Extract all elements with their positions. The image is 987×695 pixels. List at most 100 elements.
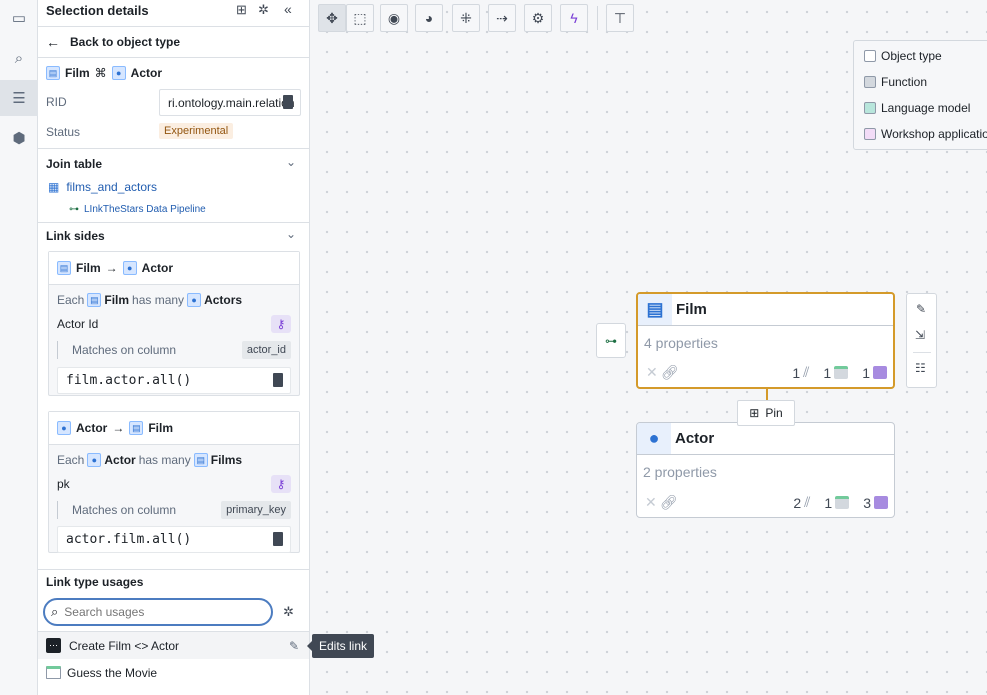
column-badge: actor_id [241, 341, 291, 359]
window-icon[interactable]: ▭ [11, 10, 27, 27]
graph-icon[interactable]: ✲ [258, 2, 269, 17]
pipeline-icon: ⊶ [69, 204, 79, 215]
link-side-card: ▤ Film → ● Actor Each ▤ Film has many ● Actors Ac… [48, 251, 300, 396]
actor-icon: ● [87, 453, 102, 467]
dataset-link[interactable]: ▦ films_and_actors [48, 180, 158, 194]
bolt-tool-button[interactable]: ϟ [560, 4, 588, 32]
copy-icon[interactable] [283, 95, 293, 109]
code-snippet[interactable]: film.actor.all() [57, 367, 291, 394]
film-icon: ▤ [46, 66, 60, 80]
link-icon: 🔗︎ [659, 494, 678, 510]
table-icon: ▦ [48, 180, 60, 194]
flow-tool-button[interactable]: ⇢ [488, 4, 516, 32]
app-icon [874, 496, 888, 509]
film-icon: ▤ [57, 261, 71, 275]
legend-swatch [864, 76, 876, 88]
legend-swatch [864, 50, 876, 62]
search-icon[interactable]: ⌕ [14, 49, 24, 67]
code-snippet[interactable]: actor.film.all() [57, 526, 291, 553]
actor-icon: ● [57, 421, 71, 435]
selection-details-panel: Selection details ⊞ ✲ « ← Back to object… [38, 0, 310, 695]
search-usages-field[interactable] [64, 605, 245, 619]
select-tool-button[interactable]: ⬚ [346, 4, 374, 32]
layout-icon: ⁜ [460, 9, 472, 26]
search-icon: ⌕ [51, 604, 59, 619]
copy-icon[interactable] [273, 373, 283, 387]
panel-title: Selection details [46, 3, 149, 18]
object-node-film[interactable]: ▤ Film 4 properties ✕ 🔗︎ 1 ⫽ 1 1 [636, 292, 895, 389]
add-text-tool-button[interactable]: ⊤ [606, 4, 634, 32]
list-icon[interactable]: ☰ [0, 80, 38, 116]
gear-icon: ⚙ [531, 9, 545, 26]
collapse-icon[interactable]: « [284, 1, 292, 17]
close-icon: ✕ [646, 364, 658, 380]
pin-icon: ⊞ [749, 406, 760, 420]
link-icon: 🔗︎ [660, 364, 679, 380]
pencil-icon[interactable]: ✎ [288, 638, 299, 653]
target-icon: ◉ [387, 9, 401, 26]
legend: Object type Function Language model Work… [853, 40, 987, 150]
rid-label: RID [46, 95, 67, 109]
usage-item[interactable]: Guess the Movie [38, 659, 309, 686]
usage-item[interactable]: ⋯ Create Film <> Actor ✎ [38, 632, 309, 659]
link-icon: ⌘ [94, 66, 107, 80]
pipeline-node-button[interactable]: ⊶ [596, 323, 626, 358]
back-button[interactable]: ← Back to object type [46, 34, 181, 50]
workshop-icon [834, 366, 849, 379]
film-icon: ▤ [87, 293, 102, 307]
cube-icon[interactable]: ⬢ [12, 130, 26, 147]
join-table-heading: Join table [46, 157, 103, 171]
object-node-actor[interactable]: ● Actor 2 properties ✕ 🔗︎ 2 ⫽ 1 3 [636, 422, 895, 518]
target-tool-button[interactable]: ◉ [380, 4, 408, 32]
graph-icon[interactable]: ✲ [283, 604, 294, 619]
move-tool-button[interactable]: ✥ [318, 4, 346, 32]
actor-icon: ● [637, 423, 671, 454]
usages-heading: Link type usages [46, 575, 144, 589]
layout-tool-button[interactable]: ⁜ [452, 4, 480, 32]
arrow-left-icon: ← [46, 34, 60, 50]
flow-icon: ⇢ [496, 9, 508, 26]
remove-graph-tool-button[interactable]: ◕ [415, 4, 443, 32]
pin-panel-icon[interactable]: ⊞ [236, 2, 247, 17]
link-title: ▤ Film ⌘ ● Actor [46, 66, 162, 80]
column-badge: primary_key [221, 501, 291, 519]
gear-tool-button[interactable]: ⚙ [524, 4, 552, 32]
key-icon: ⚷ [271, 315, 291, 333]
bolt-icon: ϟ [570, 10, 578, 26]
function-icon: ⫽ [804, 494, 811, 510]
arrow-right-icon: → [105, 261, 118, 275]
status-badge: Experimental [159, 123, 234, 139]
rid-field[interactable]: ri.ontology.main.relation [159, 89, 301, 116]
close-icon: ✕ [645, 494, 657, 510]
actor-icon: ● [122, 261, 137, 275]
film-icon: ▤ [129, 421, 144, 435]
left-rail: ▭ ⌕ ☰ ⬢ [0, 0, 38, 695]
tooltip: Edits link [307, 634, 375, 658]
search-usages-input[interactable]: ⌕ [43, 598, 273, 626]
film-icon: ▤ [638, 294, 672, 325]
expand-icon[interactable]: ⇲ [915, 328, 926, 342]
chevron-down-icon[interactable]: ⌄ [286, 227, 297, 241]
actor-icon: ● [187, 293, 202, 307]
copy-icon[interactable] [273, 532, 283, 546]
pin-button[interactable]: ⊞ Pin [737, 400, 795, 426]
function-icon: ⫽ [803, 364, 810, 380]
film-icon: ▤ [193, 453, 208, 467]
legend-swatch [864, 128, 876, 140]
link-side-card: ● Actor → ▤ Film Each ● Actor has many ▤ Films pk… [48, 411, 300, 553]
pencil-icon[interactable]: ✎ [916, 302, 927, 316]
status-label: Status [46, 125, 81, 139]
chevron-down-icon[interactable]: ⌄ [286, 155, 297, 169]
node-actions-toolbar: ✎ ⇲ ☷ [906, 293, 937, 388]
key-icon: ⚷ [271, 475, 291, 493]
action-icon: ⋯ [46, 638, 61, 653]
pipeline-icon: ⊶ [605, 333, 617, 348]
arrow-right-icon: → [112, 421, 125, 435]
add-text-icon: ⊤ [613, 9, 627, 26]
app-icon [873, 366, 887, 379]
actor-icon: ● [111, 66, 126, 80]
workshop-icon [835, 496, 850, 509]
pipeline-link[interactable]: ⊶ LInkTheStars Data Pipeline [69, 204, 206, 215]
remove-graph-icon: ◕ [424, 10, 434, 26]
columns-icon[interactable]: ☷ [915, 361, 926, 375]
